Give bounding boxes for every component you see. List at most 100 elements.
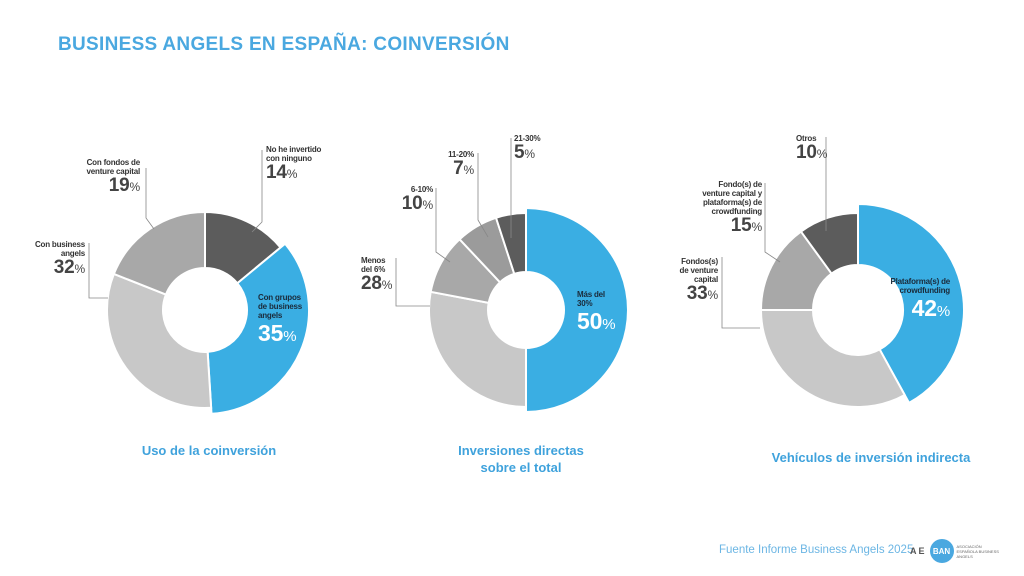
label-line: Con fondos de	[86, 158, 141, 167]
label-line: angels	[60, 249, 85, 258]
logo-ban-circle: BAN	[929, 539, 954, 563]
value-number: 19	[108, 175, 130, 196]
value-number: 28	[361, 273, 382, 294]
leader-line	[251, 150, 263, 233]
caption-line: sobre el total	[480, 460, 562, 475]
slice-label-menos-6: Menos del 6% 28%	[361, 256, 392, 295]
slice-label-mas-30: Más del 30% 50%	[577, 290, 616, 338]
value-number: 10	[796, 142, 817, 163]
donut-slice-1	[206, 242, 310, 415]
value-number: 5	[514, 142, 525, 163]
percent-sign: %	[422, 198, 434, 212]
slice-label-ninguno: No he invertido con ninguno 14%	[266, 145, 321, 184]
percent-sign: %	[707, 288, 719, 302]
slice-label-21-30: 21-30% 5%	[514, 134, 541, 164]
donut-slice-1	[759, 309, 907, 408]
leader-line	[435, 188, 451, 263]
source-note: Fuente Informe Business Angels 2025	[719, 544, 914, 556]
slice-label-fondos-vc: Fondos(s) de venture capital 33%	[679, 257, 719, 305]
caption-line: Inversiones directas	[458, 443, 584, 458]
logo-ae: AE	[910, 546, 927, 556]
label-line: crowdfunding	[711, 207, 763, 216]
percent-sign: %	[286, 167, 298, 181]
label-line: 11-20%	[448, 150, 474, 159]
label-line: 30%	[577, 299, 593, 308]
value-number: 14	[266, 162, 287, 183]
slice-value: 7%	[448, 159, 474, 180]
leader-line	[764, 183, 781, 263]
donut-chart-inversiones-directas	[428, 206, 629, 414]
value-number: 32	[53, 257, 75, 278]
donut-slice-2	[106, 272, 213, 409]
percent-sign: %	[283, 328, 297, 345]
value-number: 33	[686, 283, 708, 304]
leader-line	[145, 168, 155, 230]
slice-label-grupos: Con grupos de business angels 35%	[258, 293, 302, 350]
label-line: venture capital	[86, 167, 141, 176]
value-number: 50	[577, 308, 603, 334]
logo-org-text: ASOCIACIÓN ESPAÑOLA BUSINESS ANGELS	[956, 543, 999, 559]
value-number: 42	[911, 295, 937, 321]
label-line: Fondo(s) de	[718, 180, 762, 189]
percent-sign: %	[74, 262, 86, 276]
page-title: BUSINESS ANGELS EN ESPAÑA: COINVERSIÓN	[58, 34, 510, 55]
caption-coinversion: Uso de la coinversión	[141, 443, 277, 458]
label-line: de business	[258, 302, 303, 311]
value-number: 15	[730, 215, 752, 236]
slice-label-vc-y-crowdfunding: Fondo(s) de venture capital y plataforma…	[702, 180, 762, 237]
donut-slice-3	[799, 211, 859, 275]
slice-value: 5%	[514, 143, 540, 164]
label-line: 6-10%	[410, 185, 433, 194]
percent-sign: %	[129, 180, 141, 194]
label-line: Menos	[361, 256, 386, 265]
label-line: 21-30%	[514, 134, 541, 143]
label-line: Otros	[796, 134, 817, 143]
label-line: No he invertido	[266, 145, 322, 154]
percent-sign: %	[524, 147, 535, 161]
percent-sign: %	[463, 163, 475, 177]
leader-line	[395, 258, 430, 307]
slice-label-venture-capital: Con fondos de venture capital 19%	[86, 158, 141, 197]
label-line: de venture	[679, 266, 719, 275]
donut-slice-0	[525, 206, 629, 414]
donut-slice-0	[857, 202, 965, 405]
slice-value: 19%	[87, 176, 140, 197]
caption-inversiones-directas: Inversiones directas sobre el total	[421, 442, 621, 476]
label-line: Fondos(s)	[681, 257, 718, 266]
label-line: capital	[694, 275, 718, 284]
percent-sign: %	[381, 278, 393, 292]
slice-value: 42%	[891, 295, 951, 325]
label-line: Plataforma(s) de	[890, 277, 951, 286]
label-line: Con grupos	[258, 293, 301, 302]
aeban-logo: AE BAN ASOCIACIÓN ESPAÑOLA BUSINESS ANGE…	[910, 539, 1001, 563]
label-line: venture capital y	[702, 189, 762, 198]
leader-line	[477, 153, 489, 238]
percent-sign: %	[936, 303, 950, 320]
slice-label-11-20: 11-20% 7%	[448, 150, 474, 180]
donut-chart-vehiculos	[759, 202, 965, 408]
slice-label-otros: Otros 10%	[796, 134, 827, 164]
value-number: 35	[258, 320, 284, 346]
donut-slice-4	[494, 211, 527, 276]
label-line: del 6%	[361, 265, 386, 274]
slice-value: 28%	[361, 274, 392, 295]
donut-chart-coinversion	[106, 210, 310, 415]
leader-line	[88, 243, 108, 299]
slice-label-business-angels: Con business angels 32%	[35, 240, 85, 279]
label-line: con ninguno	[266, 154, 312, 163]
slice-value: 33%	[680, 284, 718, 305]
donut-slice-3	[112, 210, 206, 296]
leader-lines	[88, 137, 827, 329]
percent-sign: %	[751, 220, 763, 234]
label-line: plataforma(s) de	[702, 198, 762, 207]
label-line: Más del	[577, 290, 605, 299]
slice-value: 35%	[258, 320, 302, 350]
slice-value: 50%	[577, 308, 616, 338]
leader-line	[721, 257, 760, 329]
slice-label-6-10: 6-10% 10%	[402, 185, 433, 215]
slice-value: 10%	[402, 194, 433, 215]
value-number: 7	[453, 158, 464, 179]
slice-value: 10%	[796, 143, 827, 164]
label-line: crowdfunding	[899, 286, 951, 295]
